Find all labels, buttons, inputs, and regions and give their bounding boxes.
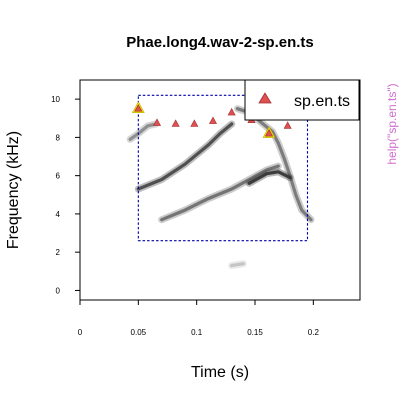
data-point: [134, 104, 143, 112]
x-axis: 0 0.05 0.1 0.15 0.2: [78, 300, 320, 337]
data-point: [152, 118, 162, 126]
spectrogram-traces: [126, 105, 315, 270]
y-axis: 0 2 4 6 8 10: [51, 95, 80, 295]
x-axis-label: Time (s): [191, 364, 249, 381]
chart-title: Phae.long4.wav-2-sp.en.ts: [126, 34, 314, 51]
legend-entry: sp.en.ts: [294, 93, 350, 110]
x-tick-label: 0.05: [131, 328, 147, 337]
data-point: [227, 107, 236, 116]
side-note: help("sp.en.ts"): [385, 83, 399, 164]
y-tick-label: 8: [56, 133, 61, 142]
data-point: [208, 116, 218, 124]
data-point: [190, 119, 199, 127]
y-tick-label: 6: [56, 172, 61, 181]
legend-marker: [258, 92, 272, 104]
y-tick-label: 2: [56, 248, 61, 257]
x-tick-label: 0.15: [247, 328, 263, 337]
spectrogram-trace: [230, 262, 245, 268]
y-tick-label: 4: [56, 210, 61, 219]
spectrogram-trace: [160, 164, 280, 222]
data-point: [264, 128, 274, 137]
data-point: [283, 121, 292, 129]
legend: sp.en.ts: [244, 79, 360, 121]
y-tick-label: 0: [56, 286, 61, 295]
x-tick-label: 0.2: [308, 328, 320, 337]
spectrogram-trace: [136, 122, 234, 191]
data-point: [171, 119, 180, 127]
spectrogram-trace: [247, 170, 292, 185]
y-axis-label: Frequency (kHz): [5, 131, 22, 249]
plot-frame: [79, 79, 361, 301]
data-points: [131, 101, 313, 138]
x-tick-label: 0: [78, 328, 83, 337]
spectrogram-trace: [128, 122, 158, 141]
y-tick-label: 10: [51, 95, 60, 104]
x-tick-label: 0.1: [191, 328, 203, 337]
